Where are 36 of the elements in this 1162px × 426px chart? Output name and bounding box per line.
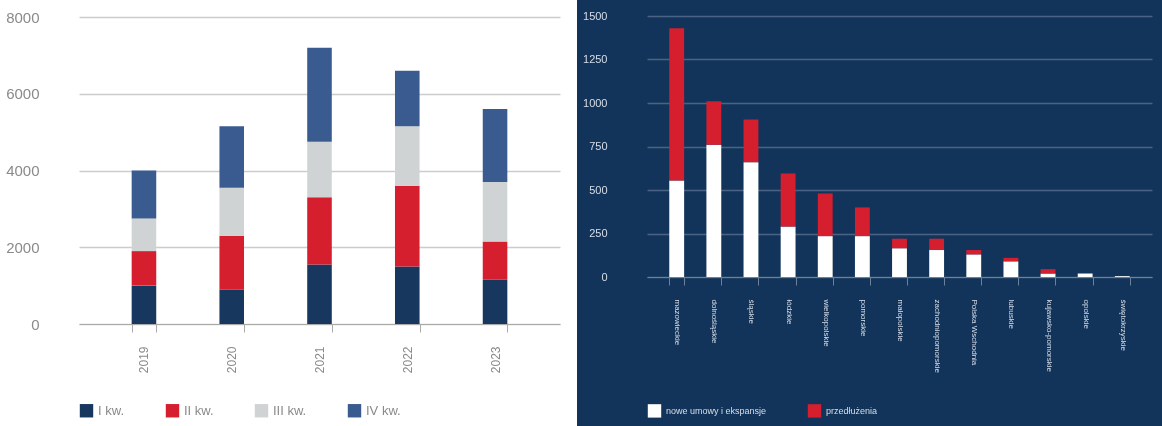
y-tick-label: 1000	[583, 96, 608, 109]
x-tick-label: 2020	[225, 346, 240, 374]
y-tick-label: 250	[589, 227, 608, 239]
x-tick-label: małopolskie	[896, 299, 905, 343]
y-tick-label: 8000	[6, 8, 40, 26]
x-tick-label: zachodniopomorskie	[933, 299, 943, 374]
x-tick-label: dolnośląskie	[710, 299, 720, 345]
legend-label: II kw.	[184, 402, 214, 418]
x-tick-label: śląskie	[747, 299, 757, 325]
x-tick-label: 2019	[137, 346, 152, 374]
x-tick-label: 2022	[400, 346, 415, 374]
y-tick-label: 750	[589, 140, 608, 152]
x-tick-label: mazowieckie	[673, 299, 683, 346]
legend-label: III kw.	[273, 402, 307, 418]
x-tick-label: lubuskie	[1007, 299, 1017, 330]
x-tick-label: 2023	[488, 346, 503, 374]
legend-label: przedłużenia	[826, 405, 878, 416]
legend-label: nowe umowy i ekspansje	[666, 405, 767, 416]
x-tick-label: pomorskie	[858, 299, 868, 337]
x-tick-label: Polska Wschodnia	[970, 299, 980, 366]
x-tick-label: kujawsko-pomorskie	[1044, 299, 1054, 373]
y-tick-label: 4000	[6, 162, 40, 179]
x-tick-label: opolskie	[1081, 299, 1091, 330]
y-tick-label: 1250	[583, 53, 608, 65]
y-tick-label: 6000	[6, 85, 40, 103]
x-tick-label: świętokrzyskie	[1118, 299, 1128, 352]
x-tick-label: 2021	[313, 346, 327, 374]
y-tick-label: 1500	[583, 9, 608, 22]
y-tick-label: 0	[31, 315, 40, 333]
x-tick-label: łódzkie	[784, 299, 794, 325]
legend-label: IV kw.	[366, 402, 401, 418]
x-tick-label: wielkopolskie	[821, 298, 831, 348]
y-tick-label: 0	[601, 270, 608, 283]
y-tick-label: 500	[589, 183, 608, 196]
y-tick-label: 2000	[6, 238, 40, 256]
legend-label: I kw.	[98, 402, 125, 418]
